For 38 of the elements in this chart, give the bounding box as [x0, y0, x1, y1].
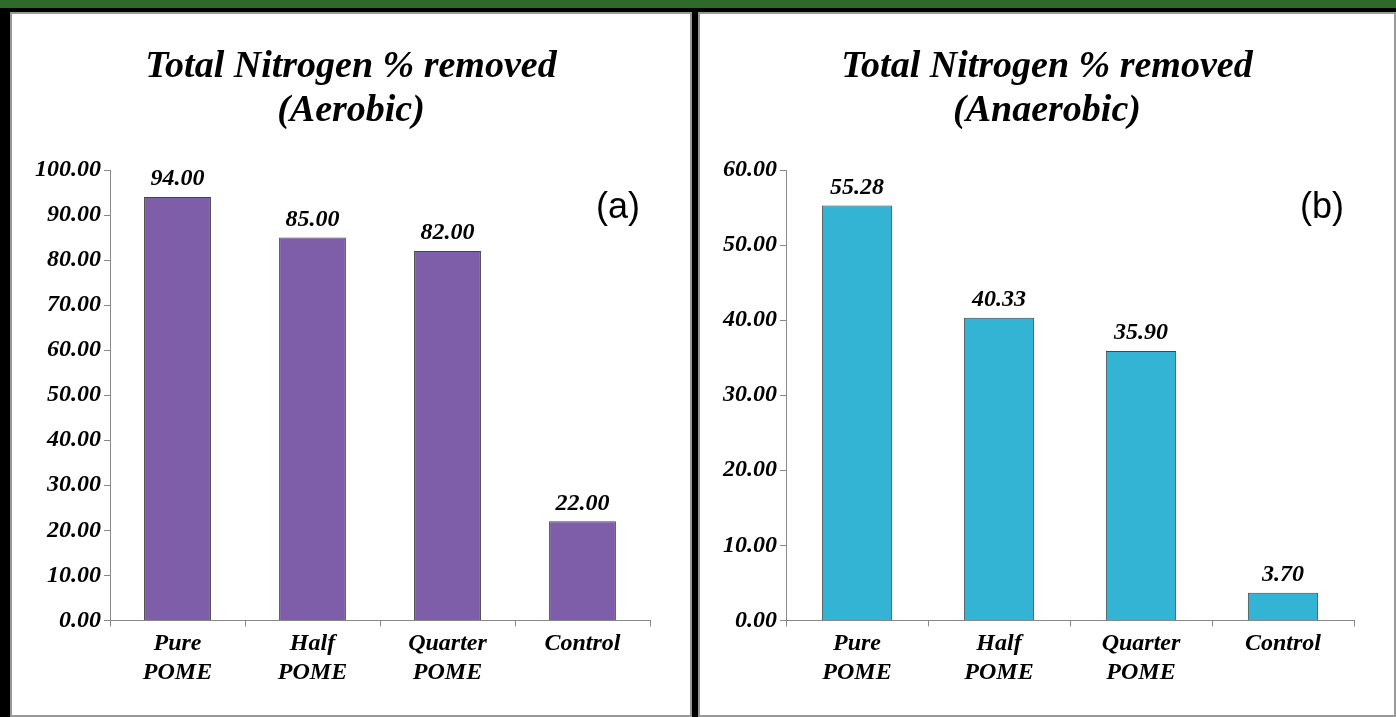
y-tick-label: 10.00: [723, 530, 777, 557]
annotation: (b): [1300, 184, 1344, 226]
y-tick-label: 10.00: [47, 560, 101, 587]
data-label: 22.00: [554, 488, 610, 515]
chart-title: Total Nitrogen % removed (Anaerobic): [840, 42, 1254, 130]
y-tick-label: 100.00: [35, 155, 101, 182]
x-tick-label: Quarter POME: [1101, 629, 1181, 684]
data-label: 94.00: [150, 164, 205, 191]
chart-title: Total Nitrogen % removed (Aerobic): [144, 42, 558, 130]
x-tick-label: Pure POME: [141, 629, 213, 684]
y-tick-label: 70.00: [47, 290, 101, 317]
y-tick-label: 90.00: [47, 200, 101, 227]
y-tick-label: 20.00: [46, 515, 101, 542]
x-tick-label: Half POME: [963, 629, 1034, 684]
x-tick-label: Half POME: [276, 629, 348, 684]
y-tick-label: 40.00: [722, 305, 777, 332]
data-label: 55.28: [830, 172, 884, 199]
data-label: 82.00: [420, 218, 475, 245]
y-tick-label: 0.00: [59, 605, 101, 632]
y-tick-label: 30.00: [46, 470, 101, 497]
y-tick-label: 60.00: [723, 155, 777, 182]
data-label: 85.00: [285, 204, 340, 231]
y-tick-label: 30.00: [722, 380, 777, 407]
y-tick-label: 80.00: [47, 245, 101, 272]
x-tick-label: Quarter POME: [408, 629, 488, 684]
data-label: 35.90: [1113, 318, 1168, 345]
x-tick-label: Control: [1244, 629, 1322, 655]
y-tick-label: 50.00: [47, 380, 101, 407]
y-tick-label: 50.00: [723, 230, 777, 257]
y-tick-label: 40.00: [46, 425, 101, 452]
data-label: 3.70: [1261, 559, 1304, 586]
y-tick-label: 0.00: [735, 605, 777, 632]
y-tick-label: 20.00: [722, 455, 777, 482]
x-tick-label: Control: [544, 629, 621, 655]
data-label: 40.33: [971, 284, 1026, 311]
y-tick-label: 60.00: [47, 335, 101, 362]
x-tick-label: Pure POME: [821, 629, 892, 684]
annotation: (a): [596, 184, 640, 226]
